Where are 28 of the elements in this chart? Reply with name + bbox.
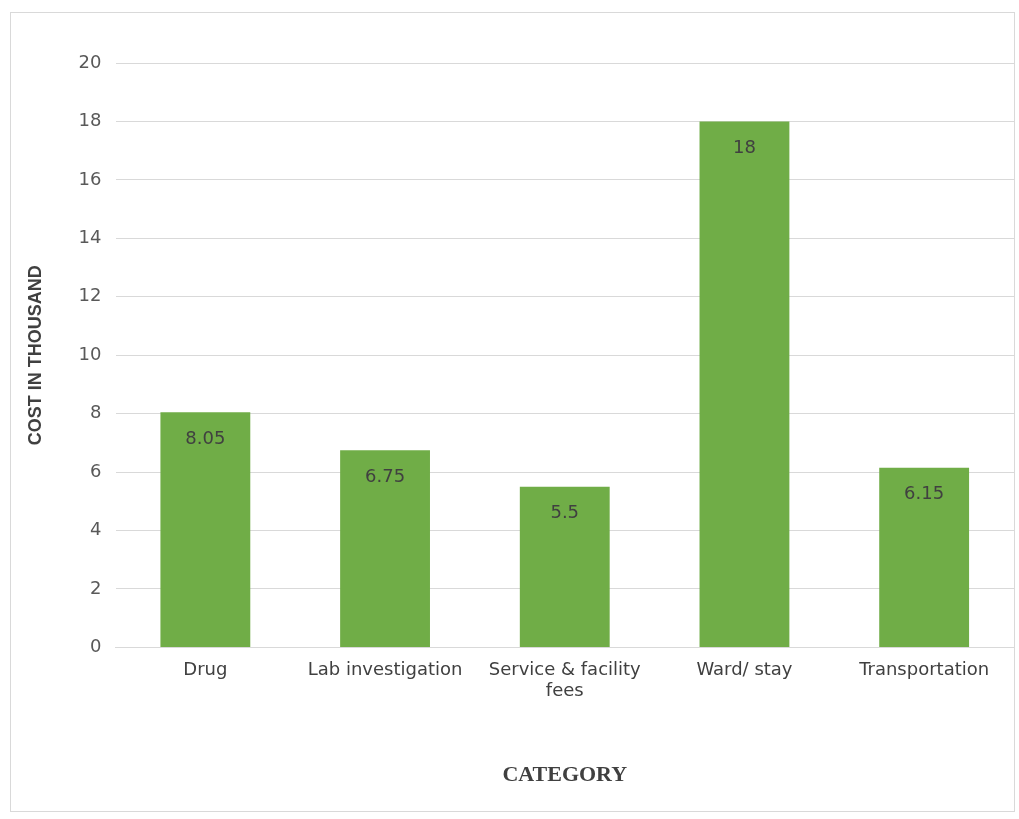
y-tick-label: 16 (78, 167, 102, 189)
bar (699, 121, 790, 647)
data-label: 6.15 (904, 482, 945, 504)
y-tick-label: 6 (90, 459, 102, 481)
y-tick-label: 0 (90, 635, 102, 657)
x-tick-label: Transportation (858, 657, 990, 679)
y-tick-label: 2 (90, 576, 102, 598)
y-tick-label: 12 (78, 284, 102, 306)
x-tick-label: Ward/ stay (696, 657, 793, 679)
data-label: 8.05 (185, 426, 226, 448)
x-tick-label: Drug (183, 657, 228, 679)
data-label: 5.5 (550, 501, 580, 523)
data-label: 18 (733, 136, 756, 158)
y-tick-label: 4 (90, 518, 102, 540)
bar (519, 486, 610, 647)
y-axis-title: COST IN THOUSAND (24, 265, 45, 446)
x-tick-label: Service & facility fees (488, 657, 642, 701)
y-tick-label: 8 (90, 401, 102, 423)
x-axis-title: CATEGORY (502, 761, 628, 787)
y-tick-label: 14 (78, 225, 102, 247)
bar (879, 467, 970, 647)
y-tick-label: 20 (78, 50, 102, 72)
data-label: 6.75 (365, 464, 406, 486)
bar (160, 412, 251, 647)
y-tick-label: 10 (78, 342, 102, 364)
y-tick-label: 18 (78, 109, 102, 131)
bar (340, 450, 430, 647)
x-tick-label: Lab investigation (307, 657, 463, 679)
